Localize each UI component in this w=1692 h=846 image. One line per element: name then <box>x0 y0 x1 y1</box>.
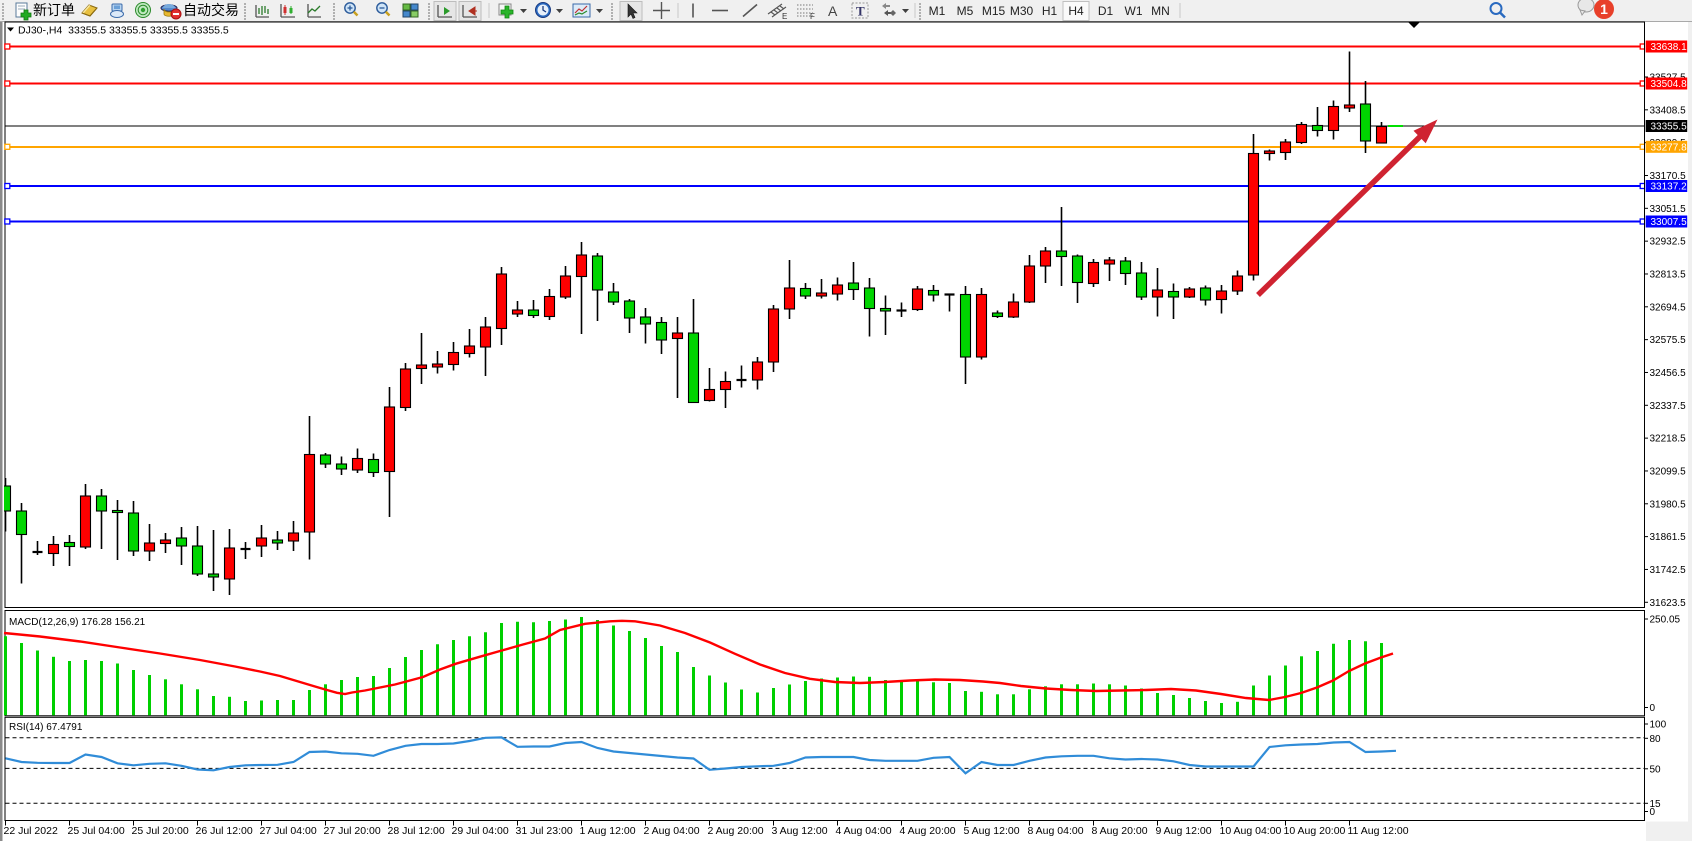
svg-text:33277.8: 33277.8 <box>1651 142 1688 153</box>
svg-text:50: 50 <box>1650 764 1662 775</box>
svg-text:31623.5: 31623.5 <box>1650 598 1687 609</box>
svg-text:31 Jul 23:00: 31 Jul 23:00 <box>516 825 573 837</box>
svg-text:32813.5: 32813.5 <box>1650 269 1687 280</box>
svg-text:25 Jul 20:00: 25 Jul 20:00 <box>132 825 189 837</box>
svg-text:32218.5: 32218.5 <box>1650 434 1687 445</box>
svg-text:D1: D1 <box>1098 4 1114 18</box>
svg-text:2 Aug 20:00: 2 Aug 20:00 <box>708 825 764 837</box>
svg-text:M15: M15 <box>982 4 1006 18</box>
svg-text:250.05: 250.05 <box>1650 615 1681 626</box>
svg-text:32456.5: 32456.5 <box>1650 368 1687 379</box>
svg-text:25 Jul 04:00: 25 Jul 04:00 <box>68 825 125 837</box>
svg-text:33137.2: 33137.2 <box>1651 182 1688 193</box>
svg-text:32099.5: 32099.5 <box>1650 466 1687 477</box>
svg-text:4 Aug 20:00: 4 Aug 20:00 <box>900 825 956 837</box>
svg-text:H1: H1 <box>1042 4 1058 18</box>
svg-text:32575.5: 32575.5 <box>1650 335 1687 346</box>
svg-text:1 Aug 12:00: 1 Aug 12:00 <box>580 825 636 837</box>
svg-text:0: 0 <box>1650 703 1656 714</box>
svg-text:M1: M1 <box>929 4 946 18</box>
svg-text:31980.5: 31980.5 <box>1650 499 1687 510</box>
svg-text:10 Aug 20:00: 10 Aug 20:00 <box>1284 825 1346 837</box>
svg-text:2 Aug 04:00: 2 Aug 04:00 <box>644 825 700 837</box>
svg-text:RSI(14) 67.4791: RSI(14) 67.4791 <box>9 722 83 733</box>
svg-text:33170.5: 33170.5 <box>1650 171 1687 182</box>
svg-text:MN: MN <box>1151 4 1170 18</box>
svg-text:W1: W1 <box>1125 4 1143 18</box>
svg-text:8 Aug 04:00: 8 Aug 04:00 <box>1028 825 1084 837</box>
svg-text:27 Jul 20:00: 27 Jul 20:00 <box>324 825 381 837</box>
svg-text:1: 1 <box>1600 1 1608 17</box>
svg-text:A: A <box>828 3 838 19</box>
svg-text:31861.5: 31861.5 <box>1650 532 1687 543</box>
svg-text:T: T <box>856 4 865 19</box>
svg-text:33504.8: 33504.8 <box>1651 79 1688 90</box>
svg-text:33007.5: 33007.5 <box>1651 217 1688 228</box>
svg-text:4 Aug 04:00: 4 Aug 04:00 <box>836 825 892 837</box>
svg-text:33355.5: 33355.5 <box>1651 122 1688 133</box>
svg-text:31742.5: 31742.5 <box>1650 565 1687 576</box>
svg-text:10 Aug 04:00: 10 Aug 04:00 <box>1220 825 1282 837</box>
svg-text:0: 0 <box>1650 807 1656 818</box>
svg-text:15: 15 <box>1650 799 1662 810</box>
svg-text:33638.1: 33638.1 <box>1651 42 1688 53</box>
svg-text:11 Aug 12:00: 11 Aug 12:00 <box>1348 825 1409 837</box>
svg-text:5 Aug 12:00: 5 Aug 12:00 <box>964 825 1020 837</box>
svg-text:M30: M30 <box>1010 4 1034 18</box>
svg-text:32694.5: 32694.5 <box>1650 302 1687 313</box>
svg-text:M5: M5 <box>957 4 974 18</box>
svg-text:F: F <box>810 12 815 21</box>
svg-text:80: 80 <box>1650 734 1662 745</box>
svg-text:29 Jul 04:00: 29 Jul 04:00 <box>452 825 509 837</box>
svg-text:H4: H4 <box>1068 4 1084 18</box>
svg-text:9 Aug 12:00: 9 Aug 12:00 <box>1156 825 1212 837</box>
svg-text:26 Jul 12:00: 26 Jul 12:00 <box>196 825 253 837</box>
svg-text:自动交易: 自动交易 <box>183 2 239 18</box>
svg-text:32337.5: 32337.5 <box>1650 401 1687 412</box>
svg-text:27 Jul 04:00: 27 Jul 04:00 <box>260 825 317 837</box>
svg-text:28 Jul 12:00: 28 Jul 12:00 <box>388 825 445 837</box>
svg-text:MACD(12,26,9) 176.28 156.21: MACD(12,26,9) 176.28 156.21 <box>9 617 146 628</box>
svg-text:22 Jul 2022: 22 Jul 2022 <box>4 825 58 837</box>
svg-text:33408.5: 33408.5 <box>1650 105 1687 116</box>
svg-text:3 Aug 12:00: 3 Aug 12:00 <box>772 825 828 837</box>
svg-text:E: E <box>782 12 787 21</box>
svg-text:100: 100 <box>1650 720 1667 731</box>
svg-text:33051.5: 33051.5 <box>1650 204 1687 215</box>
svg-text:DJ30-,H4 33355.5 33355.5 3335: DJ30-,H4 33355.5 33355.5 33355.5 33355.5 <box>18 25 229 37</box>
svg-text:新订单: 新订单 <box>33 2 75 18</box>
svg-text:32932.5: 32932.5 <box>1650 237 1687 248</box>
svg-text:8 Aug 20:00: 8 Aug 20:00 <box>1092 825 1148 837</box>
